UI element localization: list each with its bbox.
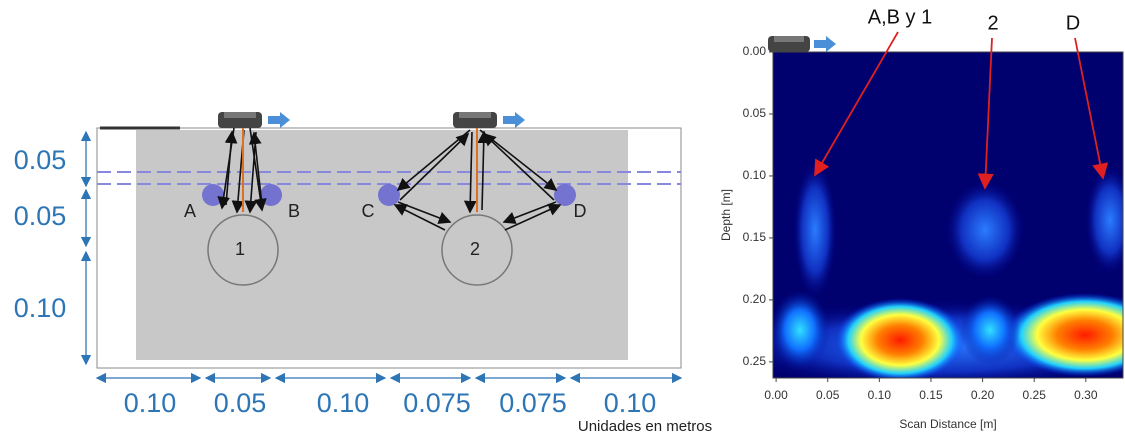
y-tick-label: 0.20 [743, 292, 767, 306]
point-label: B [288, 201, 300, 221]
depth-label: 0.10 [14, 293, 67, 323]
x-tick-label: 0.30 [1074, 388, 1098, 402]
x-tick-label: 0.00 [764, 388, 788, 402]
y-tick-label: 0.25 [743, 354, 767, 368]
point-label: C [362, 201, 375, 221]
depth-label: 0.05 [14, 201, 67, 231]
y-tick-label: 0.05 [743, 106, 767, 120]
antenna [768, 36, 836, 52]
y-tick-label: 0.15 [743, 230, 767, 244]
point [202, 184, 224, 206]
point-label: A [184, 201, 196, 221]
x-tick-label: 0.10 [868, 388, 892, 402]
medium [136, 130, 628, 360]
point-label: D [574, 201, 587, 221]
x-tick-label: 0.20 [971, 388, 995, 402]
y-tick-label: 0.10 [743, 168, 767, 182]
width-label: 0.075 [499, 388, 567, 418]
antenna [218, 112, 290, 128]
radargram: A,B y 1 2 D Scan Distance [m] Depth [m] … [719, 6, 1125, 431]
y-tick-label: 0.00 [743, 44, 767, 58]
target-label: 2 [470, 239, 480, 259]
figure: A B C D 1 2 0.05 0.05 0.10 0.10 0.05 0.1… [0, 0, 1125, 437]
depth-label: 0.05 [14, 145, 67, 175]
point [378, 184, 400, 206]
width-label: 0.075 [403, 388, 471, 418]
antenna [453, 112, 525, 128]
y-axis-label: Depth [m] [719, 189, 733, 241]
width-label: 0.10 [317, 388, 370, 418]
radargram-image [720, 52, 1125, 390]
annotation: D [1066, 12, 1080, 34]
width-label: 0.05 [214, 388, 267, 418]
left-diagram: A B C D 1 2 0.05 0.05 0.10 0.10 0.05 0.1… [14, 112, 712, 435]
annotation: A,B y 1 [868, 6, 932, 28]
target-label: 1 [235, 239, 245, 259]
units-note: Unidades en metros [578, 418, 712, 435]
x-axis-label: Scan Distance [m] [899, 417, 996, 431]
point [260, 184, 282, 206]
annotation: 2 [987, 12, 998, 34]
x-tick-label: 0.05 [816, 388, 840, 402]
width-label: 0.10 [604, 388, 657, 418]
x-tick-label: 0.15 [919, 388, 943, 402]
width-label: 0.10 [124, 388, 177, 418]
x-tick-label: 0.25 [1023, 388, 1047, 402]
